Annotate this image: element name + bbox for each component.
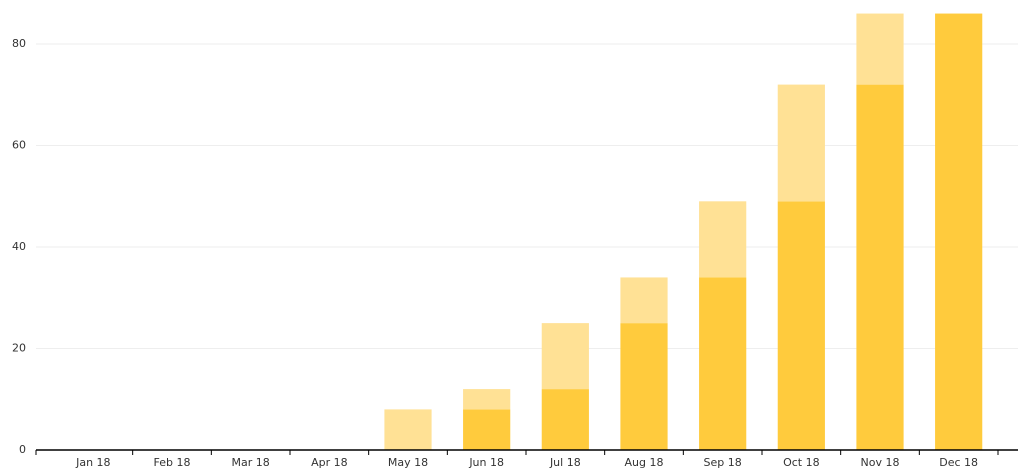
y-tick-label: 0 (19, 443, 26, 456)
x-tick-label: Jun 18 (468, 456, 504, 469)
x-tick-label: Apr 18 (311, 456, 348, 469)
bar (384, 409, 432, 450)
x-tick-label: Jul 18 (549, 456, 581, 469)
bar (699, 201, 747, 278)
bar (856, 84, 904, 450)
x-tick-label: Jan 18 (75, 456, 110, 469)
y-tick-label: 20 (12, 342, 26, 355)
bar (620, 323, 668, 450)
x-tick-label: May 18 (388, 456, 428, 469)
x-tick-label: Mar 18 (232, 456, 270, 469)
x-tick-label: Aug 18 (625, 456, 664, 469)
bar (856, 13, 904, 85)
x-tick-label: Nov 18 (861, 456, 900, 469)
y-tick-label: 40 (12, 240, 26, 253)
y-tick-label: 80 (12, 37, 26, 50)
x-tick-label: Feb 18 (154, 456, 191, 469)
bar (699, 277, 747, 450)
bar (463, 409, 511, 450)
bar (620, 277, 668, 324)
bar (777, 84, 825, 202)
bar (541, 323, 589, 390)
bar (777, 201, 825, 450)
x-tick-label: Dec 18 (939, 456, 978, 469)
bar (463, 389, 511, 410)
x-tick-label: Oct 18 (783, 456, 820, 469)
bar (541, 389, 589, 450)
x-tick-label: Sep 18 (704, 456, 742, 469)
bar (935, 13, 983, 451)
y-tick-label: 60 (12, 139, 26, 152)
